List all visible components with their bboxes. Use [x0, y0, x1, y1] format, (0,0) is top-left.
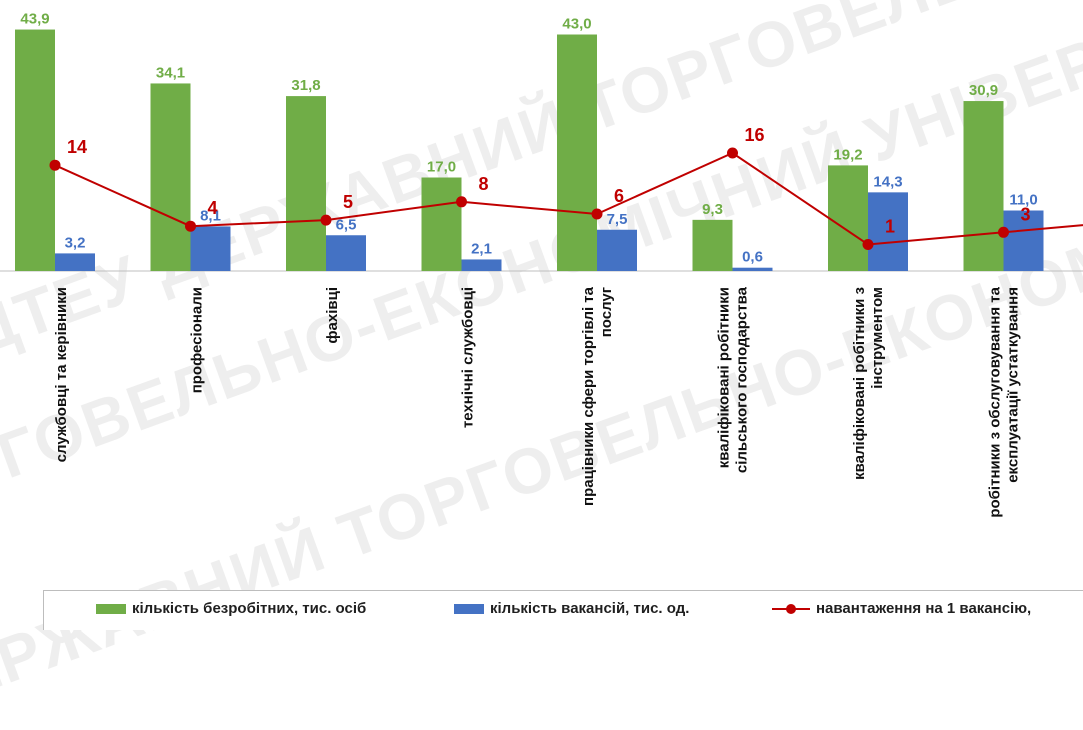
data-label-vacancies: 6,5 [336, 216, 357, 233]
data-label-vacancies: 7,5 [607, 211, 628, 228]
x-tick-label: робітники з обслуговування таексплуатаці… [987, 286, 1022, 517]
legend-item-load: навантаження на 1 вакансію, [772, 600, 1031, 617]
data-label-vacancies: 14,3 [873, 173, 902, 190]
x-tick-label: кваліфіковані робітникисільського господ… [716, 286, 751, 473]
data-label-load: 4 [207, 198, 217, 218]
legend-swatch-unemployed [96, 603, 126, 614]
legend-swatch-load [772, 602, 810, 616]
bar-unemployed [15, 29, 55, 271]
bar-vacancies [190, 226, 231, 271]
bar-unemployed [963, 101, 1004, 271]
data-label-vacancies: 0,6 [742, 249, 763, 266]
x-tick-label: працівники сфери торгівлі тапослуг [580, 286, 615, 506]
data-label-unemployed: 43,9 [20, 11, 49, 28]
bar-unemployed [286, 96, 326, 271]
x-tick-label: технічні службовці [460, 287, 477, 428]
data-label-unemployed: 34,1 [156, 64, 185, 81]
bar-vacancies [732, 267, 773, 271]
load-point [727, 147, 738, 159]
bar-vacancies [326, 235, 366, 271]
data-label-load: 3 [1020, 204, 1030, 224]
bar-unemployed [421, 177, 462, 271]
x-tick-label: кваліфіковані робітники зінструментом [851, 287, 886, 480]
data-label-unemployed: 9,3 [702, 201, 723, 218]
legend-item-vacancies: кількість вакансій, тис. од. [454, 600, 689, 617]
load-point [862, 239, 874, 250]
bar-vacancies [1003, 210, 1044, 271]
data-label-load: 8 [478, 174, 488, 194]
legend-item-unemployed: кількість безробітних, тис. осіб [96, 600, 366, 617]
bar-unemployed [692, 219, 733, 271]
legend-label-load: навантаження на 1 вакансію, [816, 600, 1032, 617]
data-label-vacancies: 8,1 [200, 207, 221, 224]
bar-unemployed [557, 34, 597, 271]
bar-vacancies [461, 259, 502, 271]
bar-unemployed [828, 165, 868, 271]
load-point [456, 196, 467, 208]
data-label-vacancies: 11,0 [1009, 192, 1037, 209]
data-label-load: 1 [885, 217, 895, 237]
data-label-vacancies: 3,2 [65, 234, 86, 251]
legend-label-unemployed: кількість безробітних, тис. осіб [132, 600, 367, 617]
bar-unemployed [150, 83, 191, 271]
x-tick-label: службовці та керівники [53, 287, 70, 462]
data-label-load: 14 [67, 137, 87, 157]
data-label-load: 16 [744, 125, 764, 145]
legend-swatch-vacancies [454, 603, 484, 614]
data-label-vacancies: 2,1 [471, 240, 492, 257]
bar-vacancies [55, 253, 95, 271]
bar-vacancies [597, 229, 637, 271]
data-label-load: 6 [614, 186, 624, 206]
data-label-load: 5 [343, 192, 353, 212]
data-label-unemployed: 30,9 [969, 82, 998, 99]
data-label-unemployed: 19,2 [833, 146, 862, 163]
bar-vacancies [868, 192, 908, 271]
load-point [320, 214, 332, 226]
x-tick-label: фахівці [324, 287, 341, 344]
data-label-unemployed: 43,0 [562, 16, 591, 33]
data-label-unemployed: 31,8 [291, 77, 320, 94]
legend: кількість безробітних, тис. осіб кількіс… [43, 590, 1083, 630]
x-tick-label: професіонали [189, 287, 206, 393]
legend-label-vacancies: кількість вакансій, тис. од. [490, 600, 690, 617]
data-label-unemployed: 17,0 [427, 159, 456, 176]
load-point [49, 159, 61, 171]
chart: 43,9 3,2 службовці та керівники 34,1 8,1 проф… [0, 11, 1083, 518]
load-point [185, 220, 196, 232]
load-point [591, 208, 603, 220]
load-point [998, 226, 1009, 238]
